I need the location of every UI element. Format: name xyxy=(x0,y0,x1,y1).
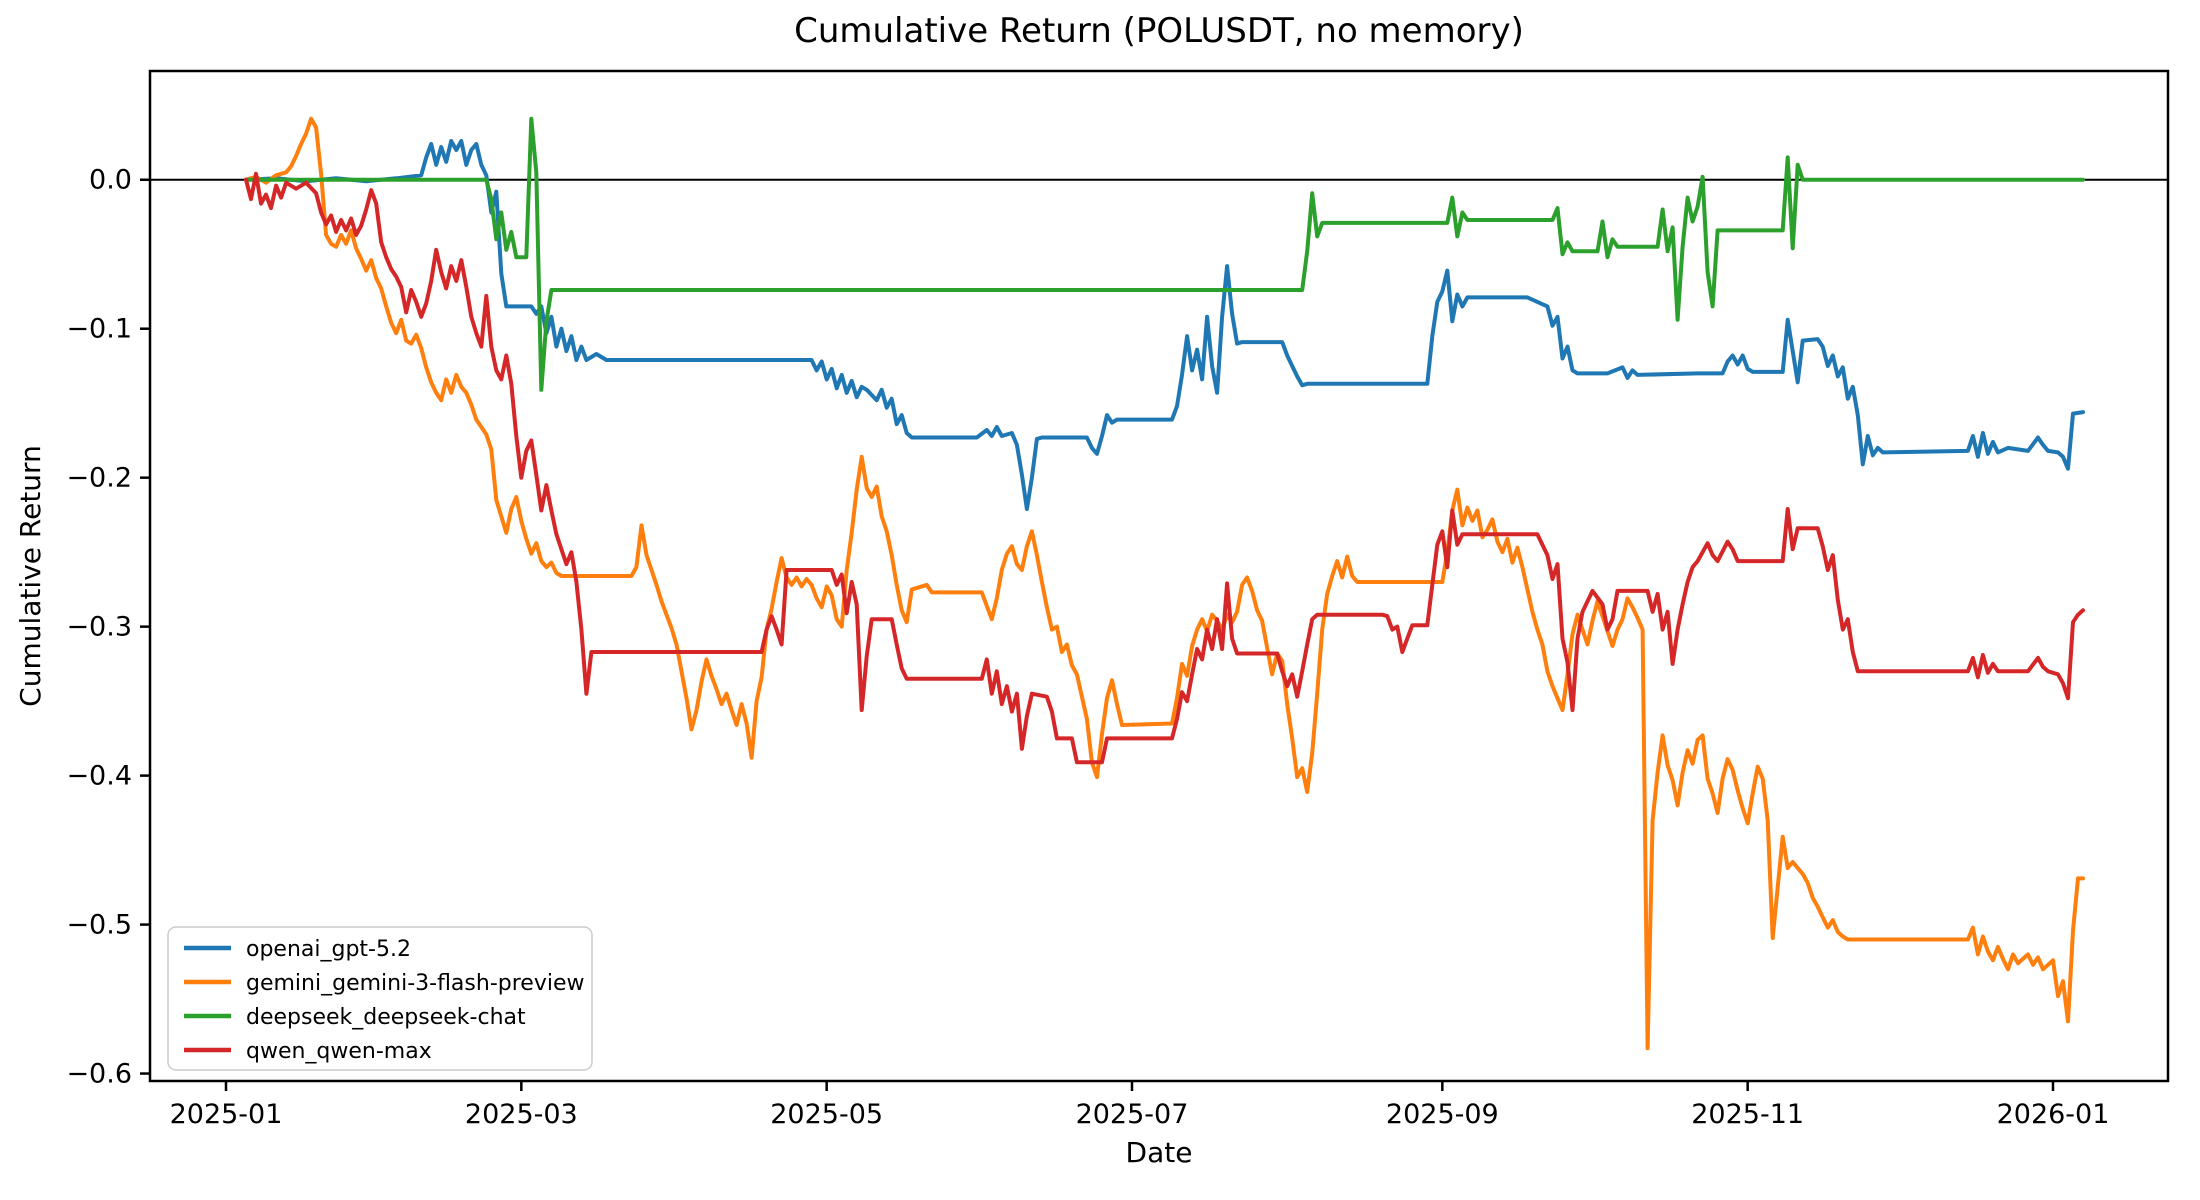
legend-label-deepseek_deepseek-chat: deepseek_deepseek-chat xyxy=(246,1005,526,1030)
legend-entry-deepseek_deepseek-chat: deepseek_deepseek-chat xyxy=(184,1005,526,1030)
y-axis-label: Cumulative Return xyxy=(14,445,47,707)
series-lines xyxy=(244,116,2085,1051)
y-axis-ticks: 0.0 −0.1 −0.2 −0.3 −0.4 −0.5 −0.6 xyxy=(66,165,150,1090)
legend-entry-qwen_qwen-max: qwen_qwen-max xyxy=(184,1039,432,1064)
legend-label-gemini_gemini-3-flash-preview: gemini_gemini-3-flash-preview xyxy=(246,971,584,996)
y-tick-label-−0.6: −0.6 xyxy=(66,1059,132,1090)
x-axis-ticks: 2025-01 2025-03 2025-05 2025-07 2025-09 2025-… xyxy=(170,1081,2110,1130)
x-tick-label-2025-09: 2025-09 xyxy=(1386,1099,1499,1130)
y-tick-label-−0.1: −0.1 xyxy=(66,314,132,345)
x-tick-label-2026-01: 2026-01 xyxy=(1997,1099,2110,1130)
x-tick-label-2025-07: 2025-07 xyxy=(1076,1099,1189,1130)
chart-title: Cumulative Return (POLUSDT, no memory) xyxy=(794,11,1524,51)
y-tick-label-−0.4: −0.4 xyxy=(66,761,132,792)
legend: openai_gpt-5.2 gemini_gemini-3-flash-prev… xyxy=(167,926,593,1071)
legend-label-openai_gpt-5.2: openai_gpt-5.2 xyxy=(246,937,411,962)
legend-box xyxy=(167,926,593,1071)
series-line-gemini_gemini-3-flash-preview xyxy=(244,116,2085,1051)
x-tick-label-2025-05: 2025-05 xyxy=(770,1099,883,1130)
series-line-deepseek_deepseek-chat xyxy=(244,116,2085,392)
legend-label-qwen_qwen-max: qwen_qwen-max xyxy=(246,1039,432,1064)
x-axis-label: Date xyxy=(1126,1136,1193,1169)
plot-spines xyxy=(148,69,2170,1083)
series-line-qwen_qwen-max xyxy=(244,171,2085,765)
y-tick-label-−0.3: −0.3 xyxy=(66,612,132,643)
legend-entry-gemini_gemini-3-flash-preview: gemini_gemini-3-flash-preview xyxy=(184,971,584,996)
y-tick-label-−0.5: −0.5 xyxy=(66,910,132,941)
x-tick-label-2025-03: 2025-03 xyxy=(465,1099,578,1130)
y-tick-label-−0.2: −0.2 xyxy=(66,463,132,494)
x-tick-label-2025-01: 2025-01 xyxy=(170,1099,283,1130)
plot-frame xyxy=(148,69,2170,1083)
series-line-openai_gpt-5.2 xyxy=(244,139,2085,511)
y-tick-label-0.0: 0.0 xyxy=(89,165,132,196)
x-tick-label-2025-11: 2025-11 xyxy=(1691,1099,1804,1130)
legend-entry-openai_gpt-5.2: openai_gpt-5.2 xyxy=(184,937,411,962)
